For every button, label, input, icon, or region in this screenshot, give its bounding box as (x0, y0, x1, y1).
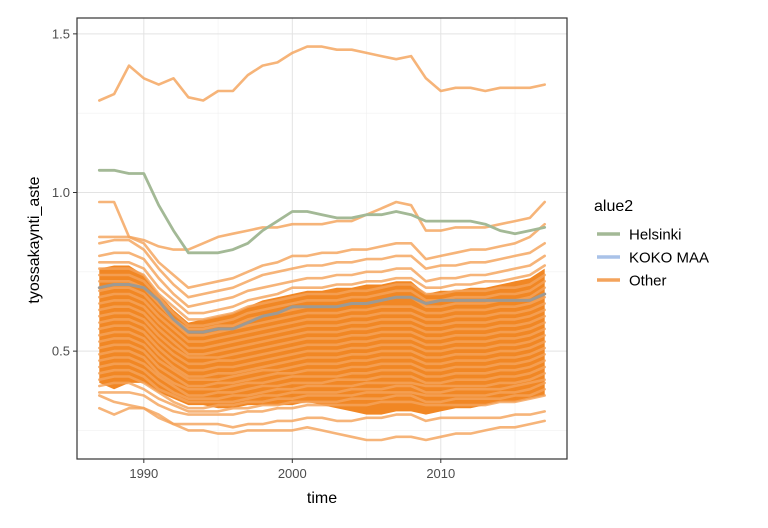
series-line-other (98, 330, 546, 378)
series-lines (97, 45, 547, 442)
series-line-other (98, 305, 546, 356)
series-line-koko-maa (97, 283, 547, 334)
y-axis-title: tyossakaynti_aste (26, 176, 43, 303)
y-tick-label: 1.0 (52, 185, 70, 200)
legend-label: Other (629, 273, 667, 290)
series-line-other (98, 200, 546, 251)
series-line-helsinki (97, 168, 547, 255)
x-tick-label: 2000 (278, 466, 307, 481)
legend-title: alue2 (594, 198, 633, 215)
x-tick-label: 1990 (129, 466, 158, 481)
y-tick-label: 0.5 (52, 344, 70, 359)
series-line-other (98, 362, 546, 400)
series-line-other (98, 356, 546, 397)
x-tick-label: 2010 (426, 466, 455, 481)
series-line-other (98, 45, 546, 102)
series-line-other (98, 324, 546, 372)
y-axis: 0.5 1.0 1.5 (52, 26, 77, 359)
x-axis-title: time (307, 490, 337, 507)
series-line-other (98, 375, 546, 410)
series-line-other (98, 311, 546, 359)
series-line-other (98, 261, 546, 315)
series-line-other (98, 292, 546, 343)
series-line-other (98, 391, 546, 416)
series-line-other (98, 343, 546, 388)
legend-label: Helsinki (629, 227, 682, 244)
series-line-other (98, 251, 546, 308)
legend-label: KOKO MAA (629, 250, 709, 267)
series-line-other (98, 222, 546, 289)
series-line-other (98, 394, 546, 442)
series-line-other (98, 381, 546, 413)
series-line-other (98, 318, 546, 366)
legend: alue2 Helsinki KOKO MAA Other (594, 198, 709, 290)
series-line-other (98, 273, 546, 327)
series-line-other (98, 267, 546, 321)
series-line-other (98, 337, 546, 381)
panel-border (76, 17, 568, 460)
y-tick-label: 1.5 (52, 26, 70, 41)
series-line-other (98, 286, 546, 337)
series-line-other (98, 299, 546, 350)
series-line-other (98, 368, 546, 404)
series-line-other (98, 238, 546, 299)
series-line-other (98, 349, 546, 391)
x-axis: 1990 2000 2010 (129, 459, 455, 481)
